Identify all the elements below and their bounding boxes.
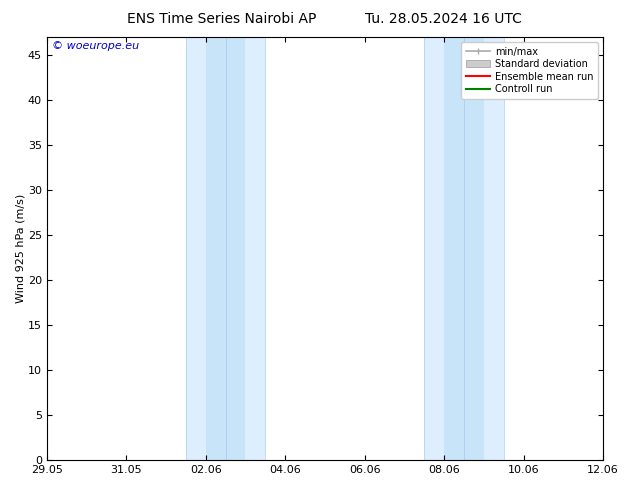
Text: Tu. 28.05.2024 16 UTC: Tu. 28.05.2024 16 UTC	[365, 12, 522, 26]
Bar	[186, 37, 266, 460]
Bar	[444, 37, 484, 460]
Y-axis label: Wind 925 hPa (m/s): Wind 925 hPa (m/s)	[15, 194, 25, 303]
Text: ENS Time Series Nairobi AP: ENS Time Series Nairobi AP	[127, 12, 316, 26]
Bar	[205, 37, 245, 460]
Text: © woeurope.eu: © woeurope.eu	[53, 41, 139, 51]
Legend: min/max, Standard deviation, Ensemble mean run, Controll run: min/max, Standard deviation, Ensemble me…	[461, 42, 598, 99]
Bar	[424, 37, 504, 460]
